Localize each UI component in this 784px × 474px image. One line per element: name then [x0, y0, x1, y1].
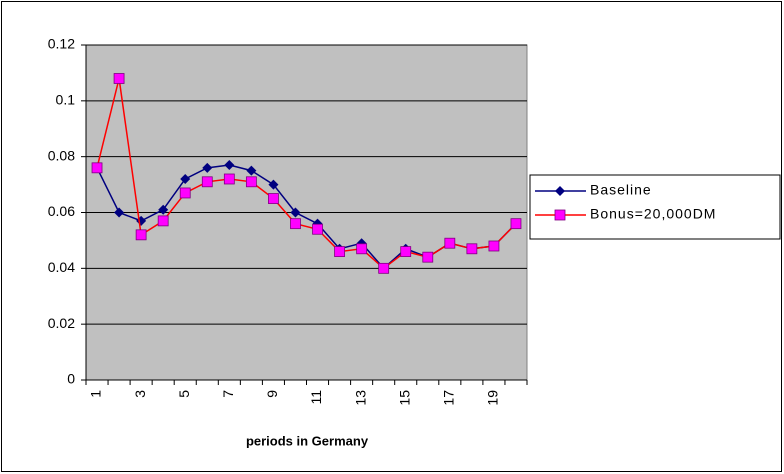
legend-marker: [554, 209, 566, 221]
marker: [356, 243, 368, 255]
x-tick-label: 19: [485, 390, 501, 406]
x-tick-label: 5: [176, 390, 192, 398]
marker: [202, 162, 213, 173]
marker: [400, 246, 412, 257]
legend-marker: [555, 186, 565, 196]
x-tick-label: 11: [308, 390, 324, 405]
marker: [245, 176, 257, 188]
x-tick-label: 7: [220, 390, 236, 398]
marker: [312, 223, 323, 235]
marker: [113, 73, 125, 84]
x-tick-label: 17: [441, 390, 457, 406]
marker: [290, 207, 301, 218]
y-tick-label: 0.08: [48, 147, 75, 163]
y-tick-label: 0: [67, 371, 75, 387]
x-tick-label: 9: [264, 390, 280, 398]
marker: [422, 251, 434, 263]
x-tick-label: 1: [88, 390, 104, 398]
x-tick-label: 15: [396, 390, 412, 406]
y-tick-label: 0.06: [48, 203, 75, 219]
y-tick-label: 0.12: [48, 36, 75, 52]
x-tick-label: 3: [132, 390, 148, 398]
marker: [510, 218, 522, 230]
y-tick-label: 0.04: [48, 259, 75, 275]
marker: [268, 179, 279, 190]
y-tick-label: 0.02: [48, 315, 75, 331]
marker: [444, 237, 456, 249]
marker: [223, 173, 235, 185]
marker: [135, 229, 147, 241]
legend-label: Bonus=20,000DM: [590, 206, 716, 222]
marker: [180, 174, 191, 184]
marker: [378, 262, 390, 274]
marker: [246, 165, 257, 176]
legend-box: [529, 174, 781, 240]
x-axis-label: periods in Germany: [246, 433, 369, 448]
marker: [179, 187, 191, 199]
marker: [158, 204, 169, 215]
marker: [334, 246, 345, 257]
marker: [290, 218, 301, 230]
marker: [157, 215, 169, 227]
marker: [91, 162, 103, 174]
legend-label: Baseline: [590, 182, 652, 198]
marker: [114, 207, 125, 218]
marker: [224, 160, 235, 171]
y-tick-label: 0.1: [56, 92, 76, 108]
x-tick-label: 13: [352, 390, 368, 406]
marker: [488, 240, 500, 252]
marker: [268, 193, 279, 204]
marker: [201, 176, 213, 188]
marker: [466, 243, 478, 255]
